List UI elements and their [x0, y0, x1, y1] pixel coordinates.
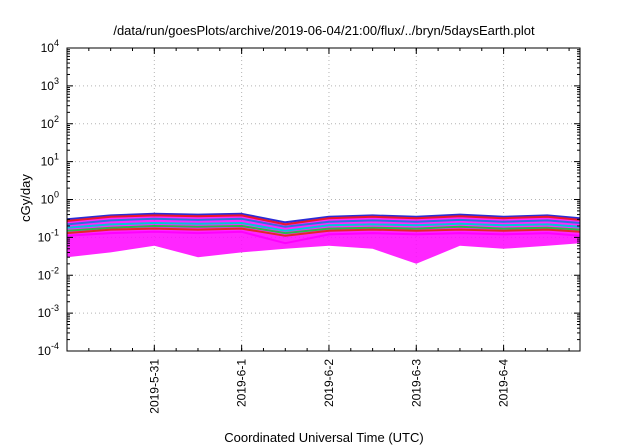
series-line-2 — [66, 214, 581, 226]
y-tick-label: 100 — [41, 190, 59, 207]
y-tick-label: 103 — [41, 76, 59, 93]
y-axis-ticks: 104 103 102 101 100 10-1 10-2 10-3 10-4 — [38, 38, 580, 358]
series-line-3 — [66, 217, 581, 228]
series-lines — [66, 212, 581, 245]
y-tick-label: 10-2 — [38, 265, 59, 282]
series-line-1 — [66, 212, 581, 224]
x-tick-label: 2019-6-2 — [322, 359, 336, 407]
grid-lines — [67, 47, 580, 352]
y-axis-label: cGy/day — [18, 174, 33, 222]
series-line-7 — [66, 230, 581, 245]
y-tick-label: 10-3 — [38, 303, 59, 320]
y-tick-label: 104 — [41, 38, 59, 55]
y-tick-label: 10-4 — [38, 341, 59, 358]
x-tick-label: 2019-5-31 — [147, 359, 161, 414]
series-line-6 — [66, 227, 581, 237]
series-line-4 — [66, 222, 581, 232]
x-tick-label: 2019-6-3 — [409, 359, 423, 407]
y-tick-label: 10-1 — [38, 227, 59, 244]
x-tick-label: 2019-6-1 — [235, 359, 249, 407]
y-tick-label: 101 — [41, 152, 59, 169]
y-tick-label: 102 — [41, 114, 59, 131]
chart-title: /data/run/goesPlots/archive/2019-06-04/2… — [113, 23, 535, 38]
x-axis-ticks: 2019-5-31 2019-6-1 2019-6-2 2019-6-3 2019-6-… — [88, 48, 570, 414]
x-tick-label: 2019-6-4 — [497, 359, 511, 407]
series-line-5 — [66, 225, 581, 235]
x-axis-label: Coordinated Universal Time (UTC) — [224, 430, 423, 445]
